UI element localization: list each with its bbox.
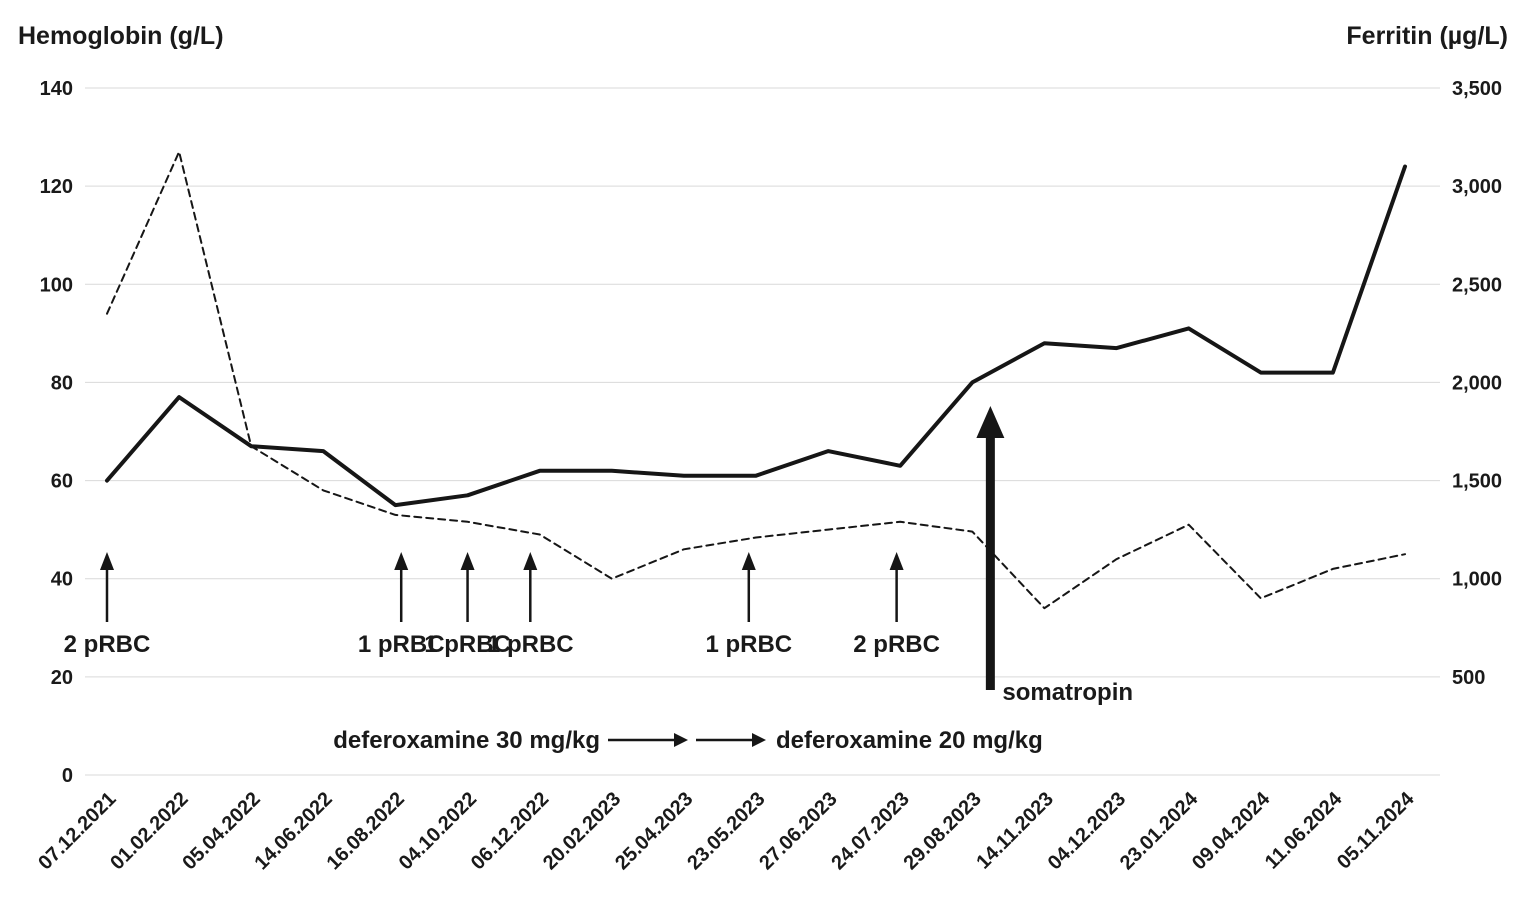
transfusion-arrowhead-icon [889,552,904,570]
transfusion-label: 1 pRBC [487,631,574,658]
transfusion-arrowhead-icon [100,552,114,570]
x-axis-date-label: 09.04.2024 [1188,787,1275,874]
deferoxamine-arrowhead-icon [674,733,688,747]
somatropin-annotation: somatropin [976,406,1133,706]
x-axis-labels: 07.12.202101.02.202205.04.202214.06.2022… [34,787,1419,874]
deferoxamine-30-label: deferoxamine 30 mg/kg [333,727,600,754]
deferoxamine-arrowhead-icon [752,733,766,747]
transfusion-label: 1 pRBC [705,631,792,658]
right-tick-label: 2,500 [1452,274,1502,296]
somatropin-arrowhead-icon [976,406,1005,438]
right-tick-label: 3,000 [1452,176,1502,198]
transfusion-label: 1 pRBC [358,631,445,658]
transfusion-label: 2 pRBC [64,631,151,658]
transfusion-label: 2 pRBC [853,631,940,658]
transfusion-arrowhead-icon [523,552,538,570]
right-tick-label: 1,500 [1452,471,1502,493]
transfusion-arrowhead-icon [460,552,475,570]
left-tick-label: 120 [40,176,73,198]
right-axis-title: Ferritin (µg/L) [1346,22,1508,50]
ferritin-line [106,150,1406,610]
x-axis-date-label: 11.06.2024 [1261,787,1347,873]
left-tick-label: 40 [51,569,73,591]
right-tick-label: 2,000 [1452,372,1502,394]
x-axis-date-label: 05.11.2024 [1333,787,1419,873]
deferoxamine-annotation: deferoxamine 30 mg/kg deferoxamine 20 mg/… [333,727,1043,754]
x-axis-date-label: 16.08.2022 [323,788,409,874]
transfusion-arrowhead-icon [741,552,756,570]
left-tick-label: 0 [62,765,73,787]
left-tick-label: 100 [40,274,73,296]
somatropin-label: somatropin [1002,679,1133,706]
hemoglobin-line [105,164,1407,508]
left-tick-label: 60 [51,471,73,493]
x-axis-date-label: 29.08.2023 [899,788,985,874]
right-tick-label: 1,000 [1452,569,1502,591]
left-tick-label: 20 [51,667,73,689]
right-axis-tick-labels: 500 1,000 1,500 2,000 2,500 3,000 3,500 [1452,78,1502,689]
gridlines [85,87,1440,776]
left-tick-label: 140 [40,78,73,100]
left-axis-tick-labels: 0 20 40 60 80 100 120 140 [40,78,73,787]
left-tick-label: 80 [51,372,73,394]
right-tick-label: 3,500 [1452,78,1502,100]
transfusion-label: 1 pRBC [424,631,511,658]
right-tick-label: 500 [1452,667,1485,689]
transfusion-arrowhead-icon [394,552,409,570]
left-axis-title: Hemoglobin (g/L) [18,22,224,50]
deferoxamine-20-label: deferoxamine 20 mg/kg [776,727,1043,754]
